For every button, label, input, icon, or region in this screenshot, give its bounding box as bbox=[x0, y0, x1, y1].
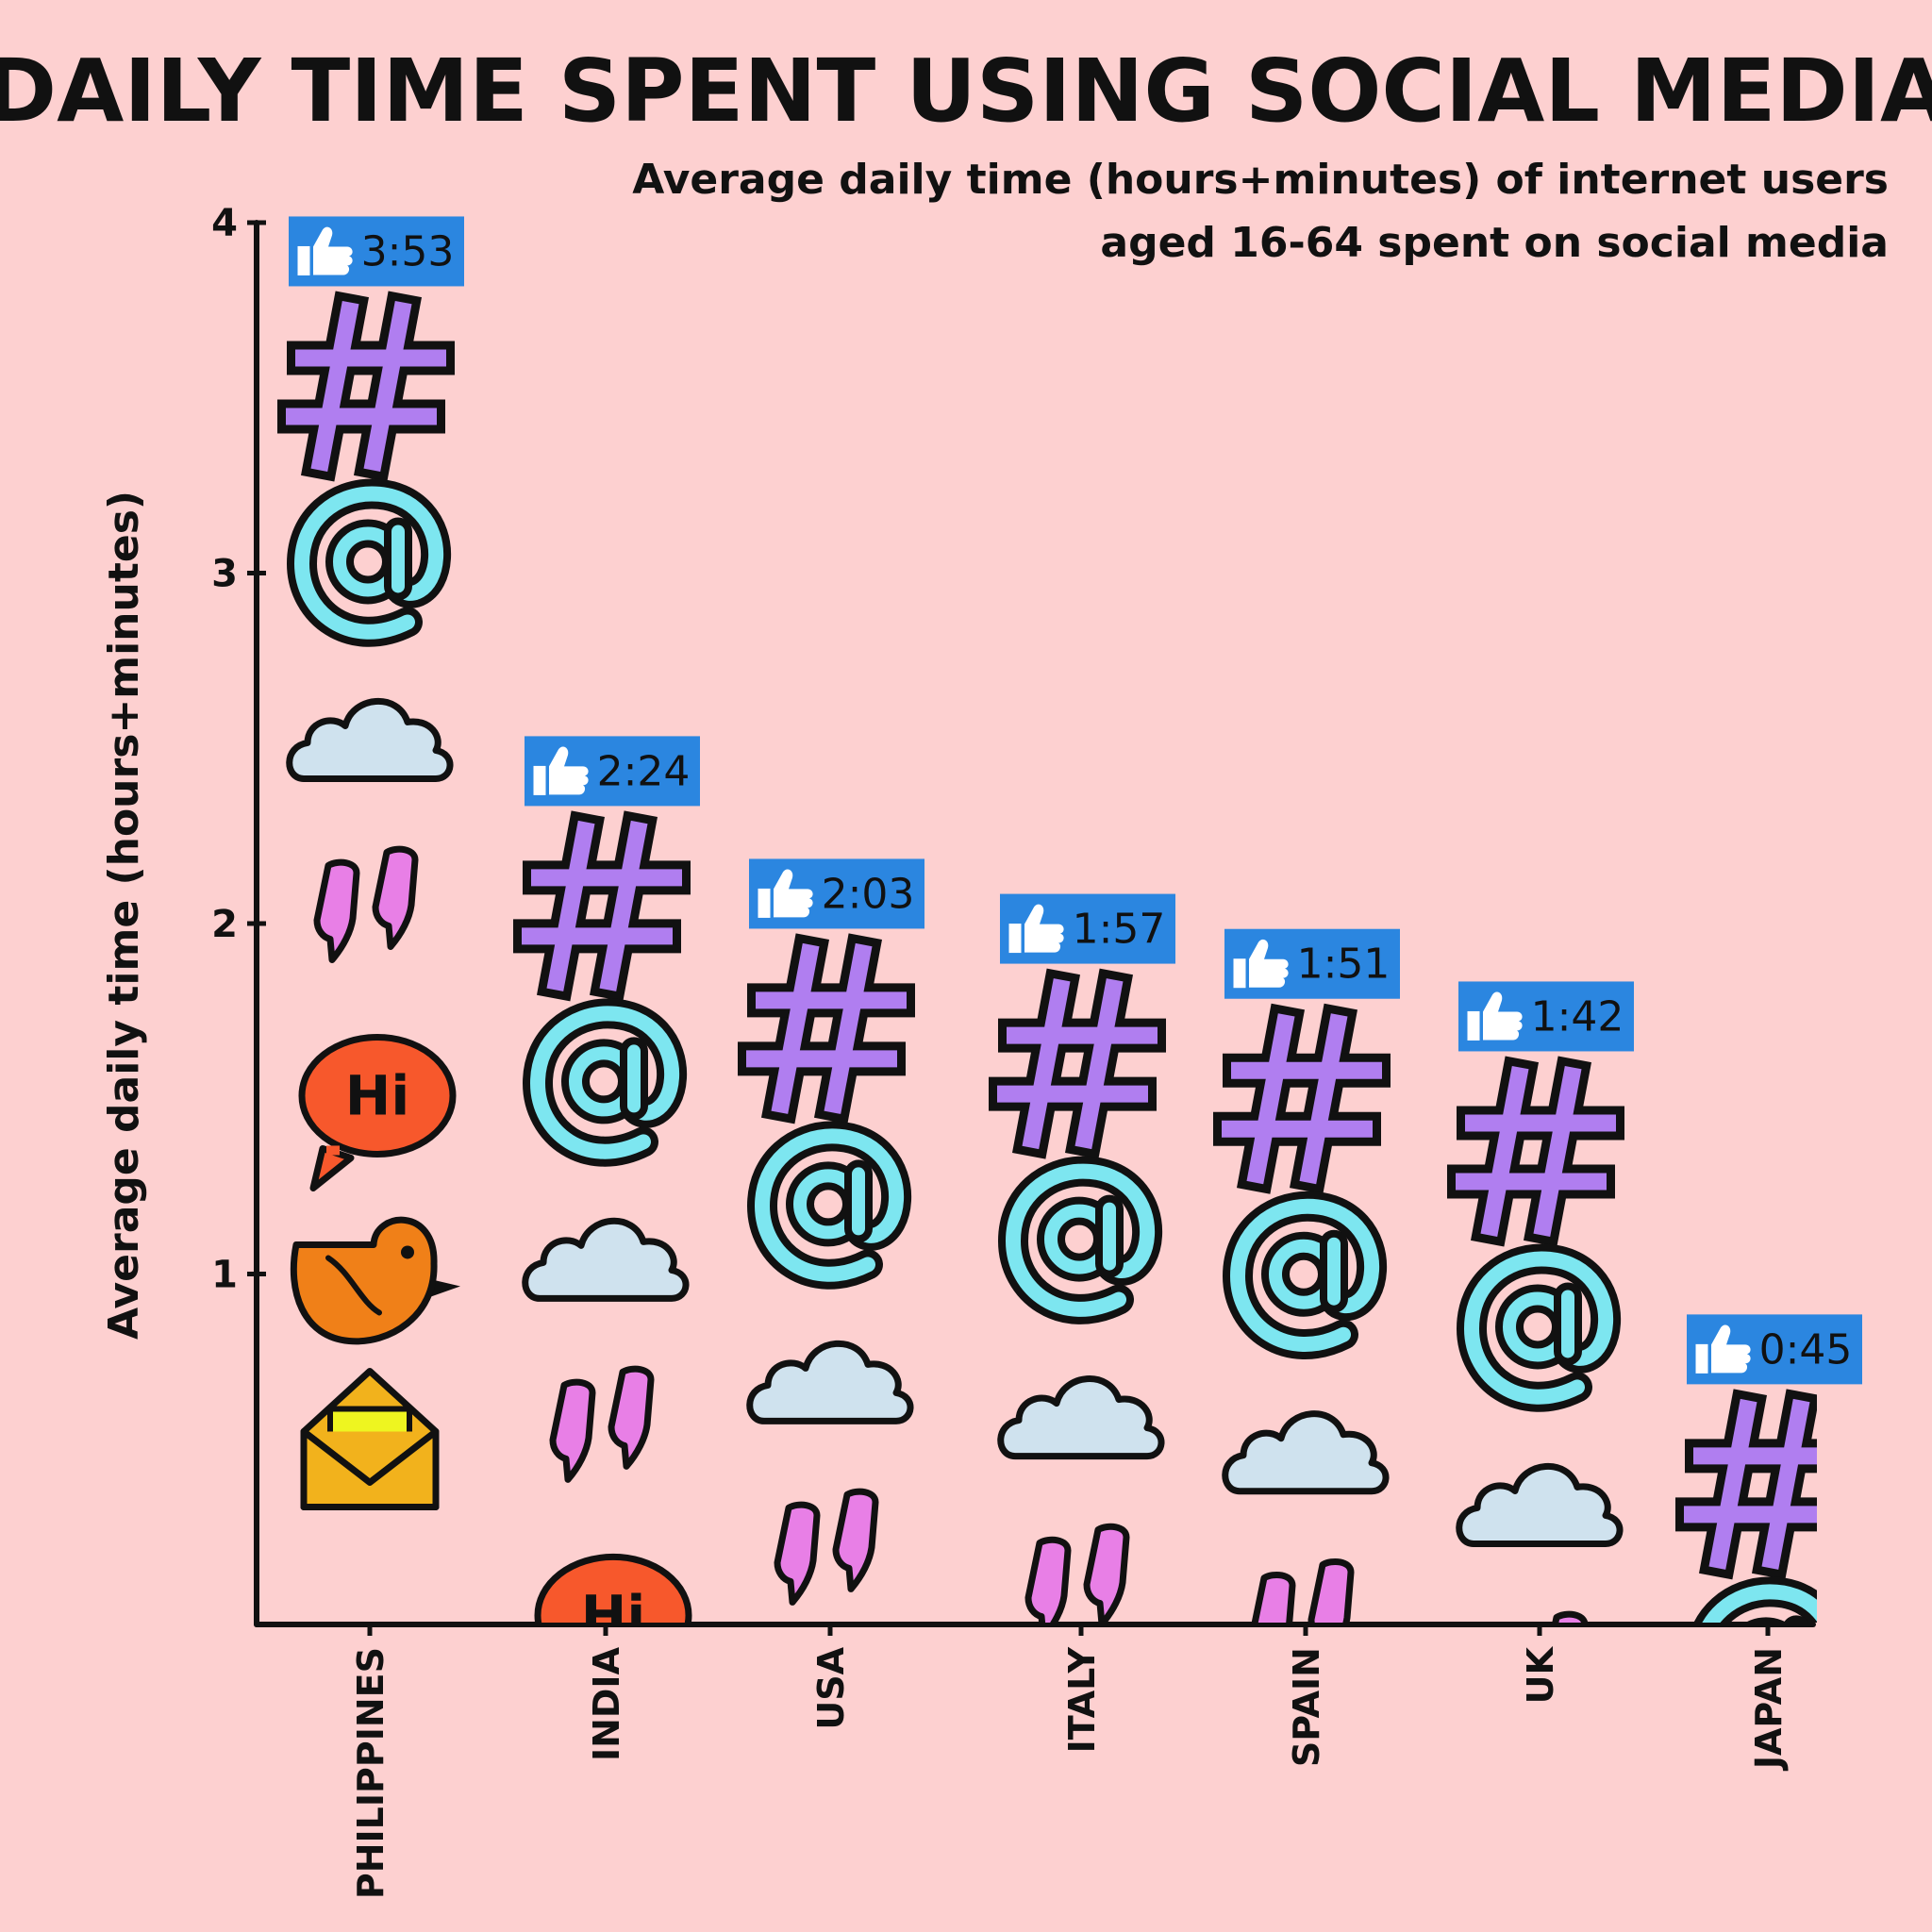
hash-icon bbox=[1213, 1003, 1391, 1194]
hash-icon bbox=[989, 968, 1166, 1159]
at-icon bbox=[1456, 1243, 1622, 1412]
value-label: 2:24 bbox=[597, 747, 691, 795]
chart-subtitle-line2: aged 16-64 spent on social media bbox=[1100, 219, 1889, 267]
bar-philippines: Hi 3:53 bbox=[277, 216, 464, 1510]
y-tick-label: 3 bbox=[211, 553, 238, 596]
x-tick-label: SPAIN bbox=[1286, 1647, 1327, 1767]
quote-icon bbox=[1552, 1610, 1589, 1623]
value-badge: 1:51 bbox=[1224, 928, 1400, 999]
quote-icon bbox=[313, 845, 419, 963]
thumbs-up-icon bbox=[1008, 904, 1064, 954]
y-tick-label: 4 bbox=[211, 202, 238, 245]
thumbs-up-icon bbox=[1467, 991, 1523, 1041]
at-icon bbox=[997, 1156, 1163, 1324]
at-icon bbox=[1693, 1576, 1817, 1623]
chart-subtitle-line1: Average daily time (hours+minutes) of in… bbox=[632, 156, 1889, 204]
thumbs-up-icon bbox=[533, 746, 589, 795]
cloud-icon bbox=[997, 1375, 1165, 1460]
thumbs-up-icon bbox=[758, 869, 813, 918]
at-icon bbox=[746, 1121, 912, 1290]
hash-icon bbox=[738, 933, 915, 1124]
x-tick-label: INDIA bbox=[586, 1646, 627, 1761]
quote-icon bbox=[549, 1365, 655, 1483]
bar-spain: 1:51 bbox=[1213, 928, 1400, 1623]
at-icon bbox=[522, 998, 688, 1167]
at-icon bbox=[286, 478, 452, 647]
bar-italy: 1:57 bbox=[989, 893, 1175, 1623]
quote-icon bbox=[1251, 1557, 1355, 1623]
thumbs-up-icon bbox=[1233, 939, 1289, 989]
bar-usa: 2:03 bbox=[738, 858, 924, 1606]
y-tick-label: 1 bbox=[211, 1254, 238, 1297]
quote-icon bbox=[774, 1488, 879, 1606]
bird-icon bbox=[290, 1216, 460, 1345]
bar-uk: 1:42 bbox=[1447, 981, 1634, 1623]
cloud-icon bbox=[522, 1217, 690, 1302]
cloud-icon bbox=[1222, 1410, 1390, 1495]
at-icon bbox=[1222, 1191, 1388, 1359]
axes: 1 2 3 4 PHILIPPINES INDIA USA ITALY SPAIN UK JAPAN bbox=[211, 202, 1816, 1899]
cloud-icon bbox=[1456, 1462, 1624, 1547]
value-label: 2:03 bbox=[822, 870, 915, 918]
bar-japan: 0:45 bbox=[1675, 1314, 1862, 1623]
cloud-icon bbox=[746, 1340, 914, 1424]
thumbs-up-icon bbox=[297, 226, 353, 275]
value-label: 1:42 bbox=[1531, 992, 1624, 1041]
value-badge: 1:42 bbox=[1458, 981, 1634, 1052]
bubble-text: Hi bbox=[345, 1063, 409, 1127]
value-badge: 2:24 bbox=[525, 736, 700, 807]
bubble-text: Hi bbox=[581, 1583, 645, 1647]
bar-india: Hi 2:24 bbox=[513, 736, 700, 1647]
value-label: 1:51 bbox=[1297, 941, 1391, 989]
value-label: 3:53 bbox=[361, 227, 455, 275]
hash-icon bbox=[277, 291, 455, 482]
speech-bubble-icon: Hi bbox=[298, 1033, 457, 1191]
value-badge: 0:45 bbox=[1687, 1314, 1862, 1385]
thumbs-up-icon bbox=[1695, 1324, 1751, 1374]
hash-icon bbox=[1675, 1389, 1817, 1580]
bars: Hi 3:53 Hi 2:24 2:03 1:57 1:51 1:42 0:45 bbox=[277, 216, 1862, 1647]
value-label: 0:45 bbox=[1759, 1325, 1853, 1374]
quote-icon bbox=[1024, 1523, 1130, 1623]
y-axis-label: Average daily time (hours+minutes) bbox=[100, 491, 148, 1340]
y-tick-label: 2 bbox=[211, 903, 238, 946]
speech-bubble-icon: Hi bbox=[534, 1553, 692, 1647]
value-label: 1:57 bbox=[1073, 906, 1166, 954]
x-tick-label: JAPAN bbox=[1748, 1647, 1790, 1772]
hash-icon bbox=[1447, 1056, 1624, 1247]
chart-title: DAILY TIME SPENT USING SOCIAL MEDIA bbox=[0, 41, 1932, 142]
x-tick-label: ITALY bbox=[1061, 1647, 1103, 1754]
value-badge: 1:57 bbox=[1000, 893, 1175, 964]
value-badge: 2:03 bbox=[749, 858, 924, 929]
x-tick-label: USA bbox=[810, 1646, 852, 1729]
cloud-icon bbox=[286, 697, 454, 782]
value-badge: 3:53 bbox=[289, 216, 464, 287]
envelope-icon bbox=[300, 1367, 440, 1510]
hash-icon bbox=[513, 810, 691, 1002]
x-tick-label: UK bbox=[1520, 1645, 1561, 1704]
x-tick-label: PHILIPPINES bbox=[350, 1647, 391, 1899]
